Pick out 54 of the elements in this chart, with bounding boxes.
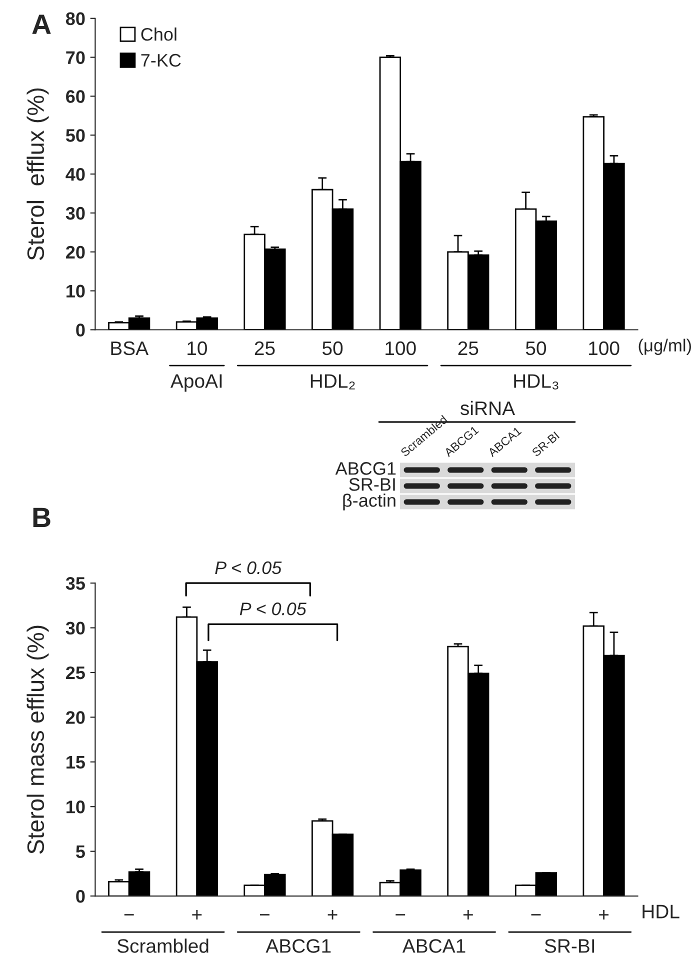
x-tick-label: 50 [322,341,343,356]
text: HDL [642,904,680,918]
x-tick-label: + [463,910,473,920]
text: ApoAI [170,374,222,392]
text: ABCG1 [266,939,331,953]
y-tick-label: 10 [66,284,85,298]
y-tick-label: 30 [66,206,85,220]
text: β-actin [343,494,396,510]
y-tick-label: 20 [66,711,85,724]
y-tick-label: 70 [66,51,85,64]
y-tick-label: 50 [66,129,85,142]
y-tick-label: 40 [66,168,85,181]
annotation: P < 0.05 [240,602,306,616]
x-tick-label: 25 [254,341,275,356]
x-tick-label: 100 [386,341,416,356]
text: P < 0.05 [215,561,282,574]
text: ABCG1 [335,462,396,475]
x-tick-label: − [260,914,270,916]
y-tick-label: 30 [66,622,85,635]
text: A [32,14,51,34]
y-tick-label: 0 [76,890,85,903]
y-tick-label: 5 [76,845,85,858]
x-tick-label: − [124,914,134,916]
y-axis-title: Sterol mass efflux (%) [26,626,49,854]
x-tick-label: 50 [526,341,546,356]
x-tick-label: + [599,910,609,920]
legend-label: Chol [141,27,176,41]
x-tick-label: + [192,910,202,920]
text: B [33,508,50,528]
y-tick-label: 25 [66,666,85,680]
text: HDL₃ [514,374,558,390]
text: siRNA [460,400,516,416]
text: (μg/ml) [638,338,691,355]
x-tick-label: + [328,910,338,920]
text: HDL₂ [310,374,355,390]
legend-label: 7-KC [141,54,181,67]
text: SR-BI [544,939,594,953]
x-tick-label: 25 [458,341,478,356]
y-tick-label: 10 [66,800,85,814]
x-tick-label: 100 [589,341,620,356]
y-tick-label: 15 [66,756,85,769]
text: SR-BI [349,478,395,491]
y-tick-label: 20 [66,246,85,259]
y-tick-label: 80 [66,12,85,26]
y-tick-label: 60 [66,90,85,103]
x-tick-label: 10 [188,341,207,356]
x-tick-label: BSA [111,341,149,356]
x-tick-label: − [531,914,541,916]
x-tick-label: − [396,914,406,916]
y-tick-label: 35 [66,577,85,590]
y-tick-label: 0 [76,324,85,336]
text: Scrambled [117,938,208,953]
y-axis-title: Sterol efflux (%) [26,88,49,260]
text: ABCA1 [402,939,466,953]
